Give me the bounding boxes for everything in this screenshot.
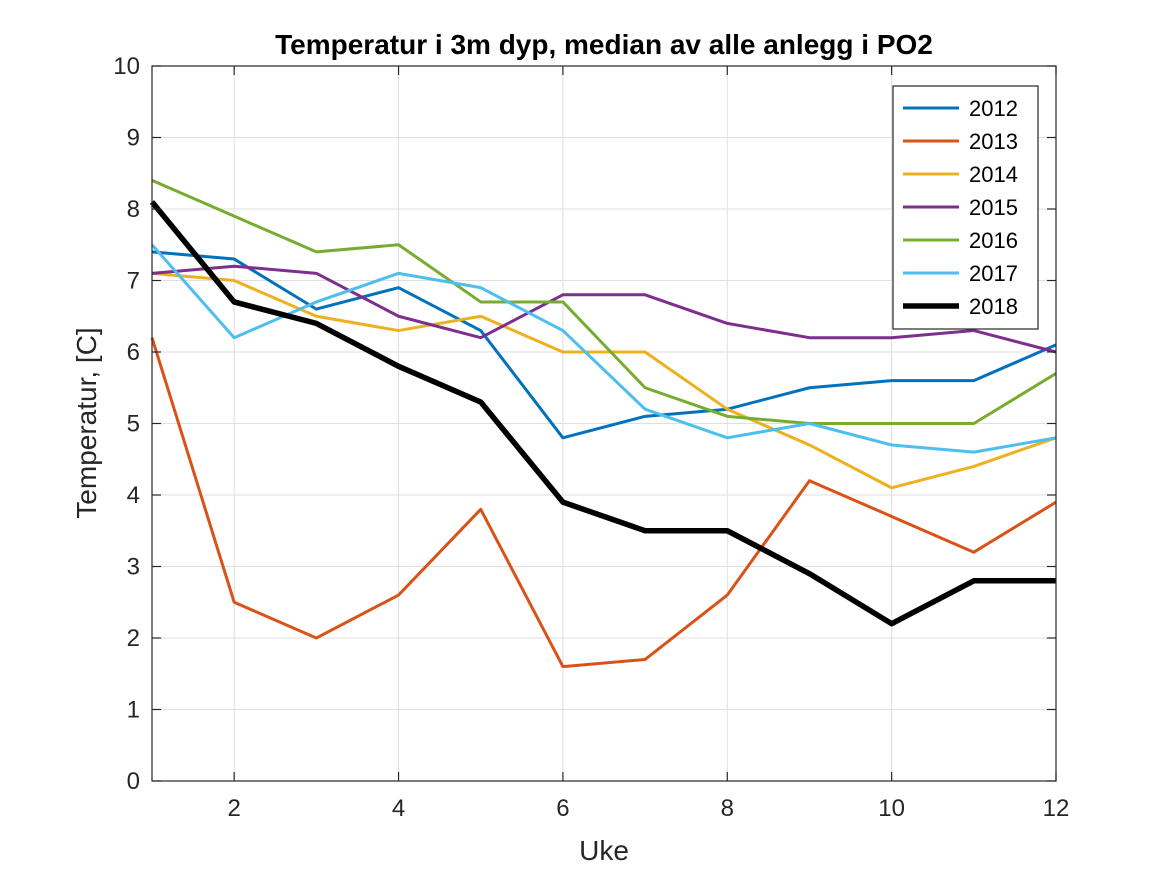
legend-label-2014: 2014 [969,162,1018,187]
legend-label-2018: 2018 [969,294,1018,319]
chart-title: Temperatur i 3m dyp, median av alle anle… [275,29,933,60]
x-tick-label: 10 [878,795,905,822]
series-line-2017 [150,243,1057,454]
x-tick-label: 4 [392,795,405,822]
x-axis-label: Uke [579,835,629,866]
y-axis-label: Temperatur, [C] [71,327,102,518]
y-tick-label: 3 [127,554,140,581]
legend: 2012 2013 2014 2015 2016 2017 2018 [892,85,1039,330]
series-line-2013 [150,337,1057,669]
series-line-2018 [149,200,1056,627]
series-line-2012 [151,250,1057,440]
legend-label-2015: 2015 [969,195,1018,220]
x-tick-label: 6 [556,795,569,822]
x-tick-label: 8 [721,795,734,822]
series-line-2015 [151,264,1057,354]
legend-label-2012: 2012 [969,96,1018,121]
series-line-2014 [151,271,1057,490]
legend-label-2016: 2016 [969,228,1018,253]
series-lines [149,179,1057,669]
legend-label-2013: 2013 [969,129,1018,154]
series-line-2016 [151,179,1057,425]
y-tick-label: 2 [127,625,140,652]
y-tick-label: 1 [127,697,140,724]
x-tick-label: 12 [1043,795,1070,822]
y-tick-label: 5 [127,411,140,438]
y-tick-label: 10 [113,53,140,80]
y-tick-label: 7 [127,268,140,295]
y-tick-label: 0 [127,768,140,795]
y-tick-label: 9 [127,125,140,152]
y-tick-label: 6 [127,339,140,366]
x-tick-label: 2 [228,795,241,822]
legend-label-2017: 2017 [969,261,1018,286]
y-tick-label: 4 [127,482,140,509]
y-tick-label: 8 [127,196,140,223]
